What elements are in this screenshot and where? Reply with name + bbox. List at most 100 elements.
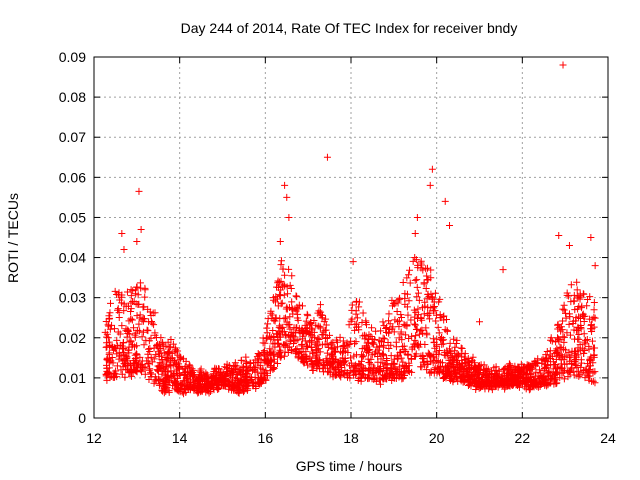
data-point xyxy=(270,355,278,363)
data-point xyxy=(275,329,283,337)
data-point xyxy=(269,327,277,335)
data-point xyxy=(313,340,321,348)
data-point xyxy=(519,364,527,372)
data-point xyxy=(316,301,324,309)
data-point xyxy=(482,373,490,381)
data-point xyxy=(582,336,590,344)
data-point xyxy=(412,321,420,329)
data-point xyxy=(541,356,549,364)
data-point xyxy=(277,257,285,265)
data-point xyxy=(270,296,278,304)
data-point xyxy=(586,366,594,374)
data-point xyxy=(389,370,397,378)
data-point xyxy=(532,362,540,370)
data-point xyxy=(395,363,403,371)
data-point xyxy=(141,286,149,294)
data-point xyxy=(150,355,158,363)
data-point xyxy=(323,153,331,161)
data-point xyxy=(141,370,149,378)
data-point xyxy=(177,385,185,393)
data-point xyxy=(287,337,295,345)
data-point xyxy=(345,341,353,349)
data-point xyxy=(127,315,135,323)
data-point xyxy=(115,349,123,357)
data-point xyxy=(381,374,389,382)
data-point xyxy=(536,378,544,386)
data-point xyxy=(587,321,595,329)
data-point xyxy=(522,365,530,373)
data-point xyxy=(109,372,117,380)
data-point xyxy=(515,383,523,391)
data-point xyxy=(347,354,355,362)
data-point xyxy=(117,293,125,301)
data-point xyxy=(121,360,129,368)
data-point xyxy=(364,346,372,354)
data-point xyxy=(571,356,579,364)
data-point xyxy=(225,365,233,373)
data-point xyxy=(557,344,565,352)
data-point xyxy=(272,314,280,322)
data-point xyxy=(303,342,311,350)
data-point xyxy=(315,336,323,344)
data-point xyxy=(345,321,353,329)
data-point xyxy=(397,311,405,319)
data-point xyxy=(210,368,218,376)
data-point xyxy=(575,335,583,343)
data-point xyxy=(413,276,421,284)
data-point xyxy=(316,365,324,373)
data-point xyxy=(105,322,113,330)
data-point xyxy=(238,364,246,372)
data-point xyxy=(403,290,411,298)
data-point xyxy=(583,360,591,368)
data-point xyxy=(579,310,587,318)
data-point xyxy=(345,362,353,370)
data-point xyxy=(458,353,466,361)
data-point xyxy=(159,360,167,368)
data-point xyxy=(577,314,585,322)
data-point xyxy=(309,366,317,374)
data-point xyxy=(405,367,413,375)
data-point xyxy=(514,370,522,378)
data-point xyxy=(308,360,316,368)
data-point xyxy=(255,351,263,359)
data-point xyxy=(288,298,296,306)
data-point xyxy=(284,290,292,298)
data-point xyxy=(390,360,398,368)
data-point xyxy=(423,272,431,280)
data-point xyxy=(275,278,283,286)
data-point xyxy=(285,321,293,329)
data-point xyxy=(534,383,542,391)
data-point xyxy=(379,318,387,326)
data-point xyxy=(124,302,132,310)
data-point xyxy=(292,337,300,345)
data-point xyxy=(294,310,302,318)
data-point xyxy=(463,364,471,372)
data-point xyxy=(480,361,488,369)
data-point xyxy=(522,385,530,393)
data-point xyxy=(427,369,435,377)
data-point xyxy=(335,368,343,376)
data-point xyxy=(281,271,289,279)
data-point xyxy=(156,362,164,370)
data-point xyxy=(280,352,288,360)
data-point xyxy=(106,342,114,350)
data-point xyxy=(427,304,435,312)
data-point xyxy=(513,378,521,386)
data-point xyxy=(401,368,409,376)
data-point xyxy=(197,368,205,376)
data-point xyxy=(220,375,228,383)
data-point xyxy=(121,373,129,381)
data-point xyxy=(340,341,348,349)
y-tick-label: 0.01 xyxy=(59,370,86,386)
data-point xyxy=(274,302,282,310)
data-point xyxy=(552,370,560,378)
data-point xyxy=(399,278,407,286)
data-point xyxy=(118,322,126,330)
data-point xyxy=(108,321,116,329)
data-point xyxy=(495,380,503,388)
data-point xyxy=(352,307,360,315)
data-point xyxy=(591,379,599,387)
data-point xyxy=(132,350,140,358)
data-point xyxy=(446,348,454,356)
data-point xyxy=(464,354,472,362)
